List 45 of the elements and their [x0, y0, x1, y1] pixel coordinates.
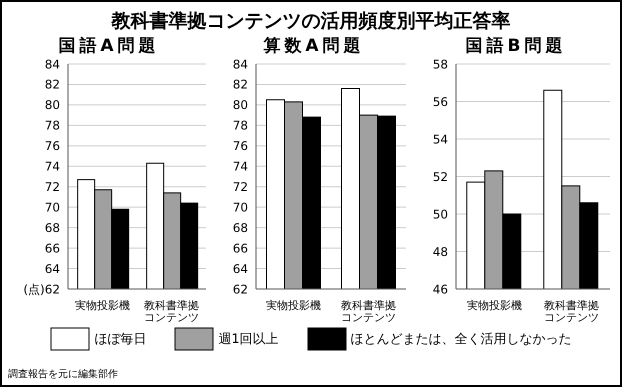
x-tick-label: 教科書準拠コンテンツ — [144, 299, 199, 324]
text: 調査報告を元に編集部作 — [8, 368, 118, 381]
y-tick-label: 64 — [44, 262, 60, 276]
y-tick-label: 66 — [44, 241, 60, 256]
y-tick-label: 48 — [432, 244, 448, 259]
y-tick-label: 82 — [232, 78, 248, 92]
x-tick-label: 実物投影機 — [75, 299, 130, 312]
y-tick-label: 54 — [432, 132, 448, 146]
y-tick-label: 46 — [432, 282, 448, 296]
chart-title: 国語A問題 — [57, 35, 161, 58]
chart-title: 国語B問題 — [464, 35, 568, 58]
y-tick-label: 56 — [432, 94, 448, 109]
y-tick-label: 74 — [232, 160, 248, 174]
y-tick-label: 82 — [44, 78, 60, 92]
y-tick-label: 62 — [232, 282, 248, 296]
y-tick-label: 68 — [44, 220, 60, 235]
legend-label: ほぼ毎日 — [94, 331, 146, 348]
y-tick-label: 68 — [232, 220, 248, 235]
x-tick-label: 実物投影機 — [266, 299, 321, 312]
x-tick-label: 教科書準拠コンテンツ — [544, 299, 599, 324]
y-tick-label: 76 — [44, 139, 60, 154]
chart-title: 算数A問題 — [262, 35, 366, 58]
y-tick-label: 52 — [432, 170, 448, 184]
y-tick-label: 74 — [44, 160, 60, 174]
y-tick-label: 58 — [432, 57, 448, 72]
y-tick-label: 70 — [232, 200, 248, 214]
y-tick-label: 78 — [232, 118, 248, 133]
x-tick-label: 実物投影機 — [467, 299, 522, 312]
y-tick-label: 80 — [44, 98, 60, 112]
legend-label: ほとんどまたは、全く活用しなかった — [350, 331, 572, 348]
y-tick-label: 72 — [44, 180, 60, 194]
legend-label: 週1回以上 — [218, 331, 279, 348]
text: 教科書準拠コンテンツの活用頻度別平均正答率 — [110, 9, 512, 34]
y-tick-label: 70 — [44, 200, 60, 214]
y-tick-label: 76 — [232, 139, 248, 154]
y-tick-label: 84 — [232, 57, 248, 72]
y-tick-label: 84 — [44, 57, 60, 72]
y-tick-label: 78 — [44, 118, 60, 133]
y-tick-label: 64 — [232, 262, 248, 276]
y-tick-label: 66 — [232, 241, 248, 256]
y-tick-label: 80 — [232, 98, 248, 112]
y-tick-label: (点)62 — [23, 282, 60, 296]
y-tick-label: 50 — [432, 207, 448, 222]
y-tick-label: 72 — [232, 180, 248, 194]
x-tick-label: 教科書準拠コンテンツ — [341, 299, 396, 324]
